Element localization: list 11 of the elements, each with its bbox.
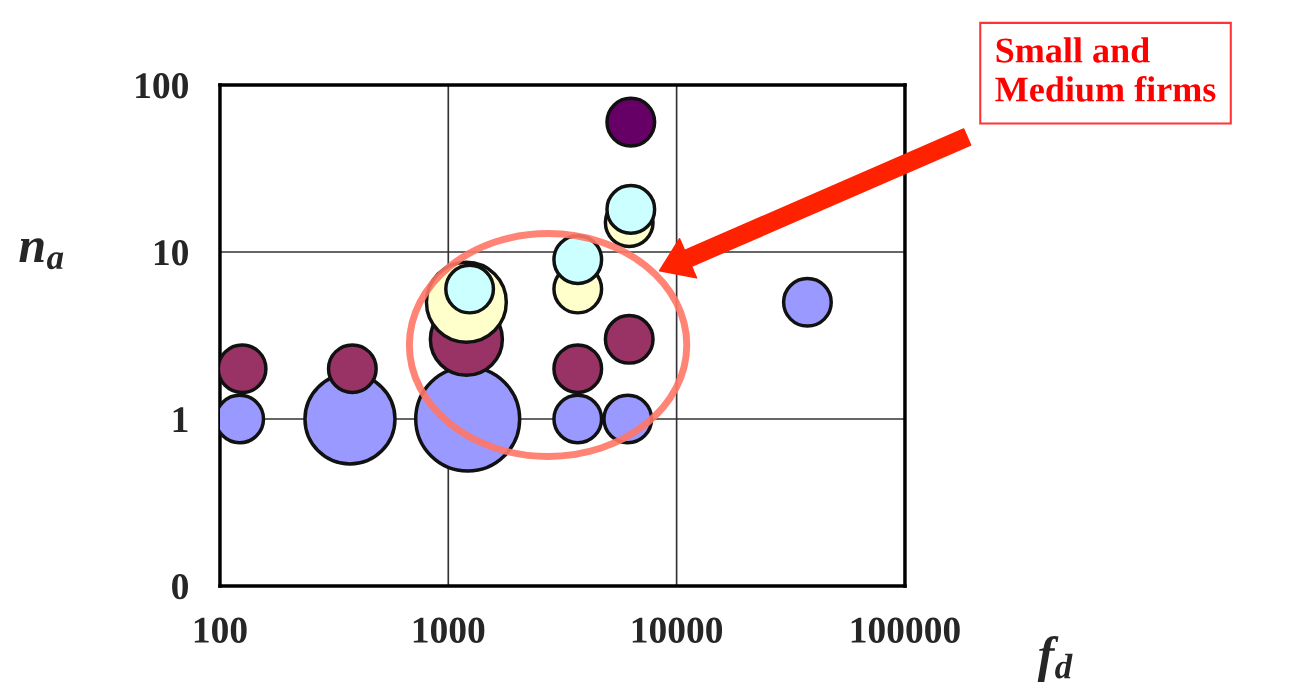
x-tick-label: 100000 [851,617,960,643]
y-tick-label: 0 [172,574,188,600]
x-axis-title: f$_{d}$ [1037,636,1073,682]
text: Small and Medium firms [995,37,1216,102]
x-tick-label: 1000 [413,617,485,643]
y-tick-label: 1 [173,407,188,432]
x-tick-label: 100 [194,617,247,643]
x-tick-label: 10000 [632,617,723,643]
y-tick-label: 100 [136,73,188,99]
y-tick-label: 10 [154,240,188,266]
y-axis-title: n$_{a}$ [19,238,64,270]
